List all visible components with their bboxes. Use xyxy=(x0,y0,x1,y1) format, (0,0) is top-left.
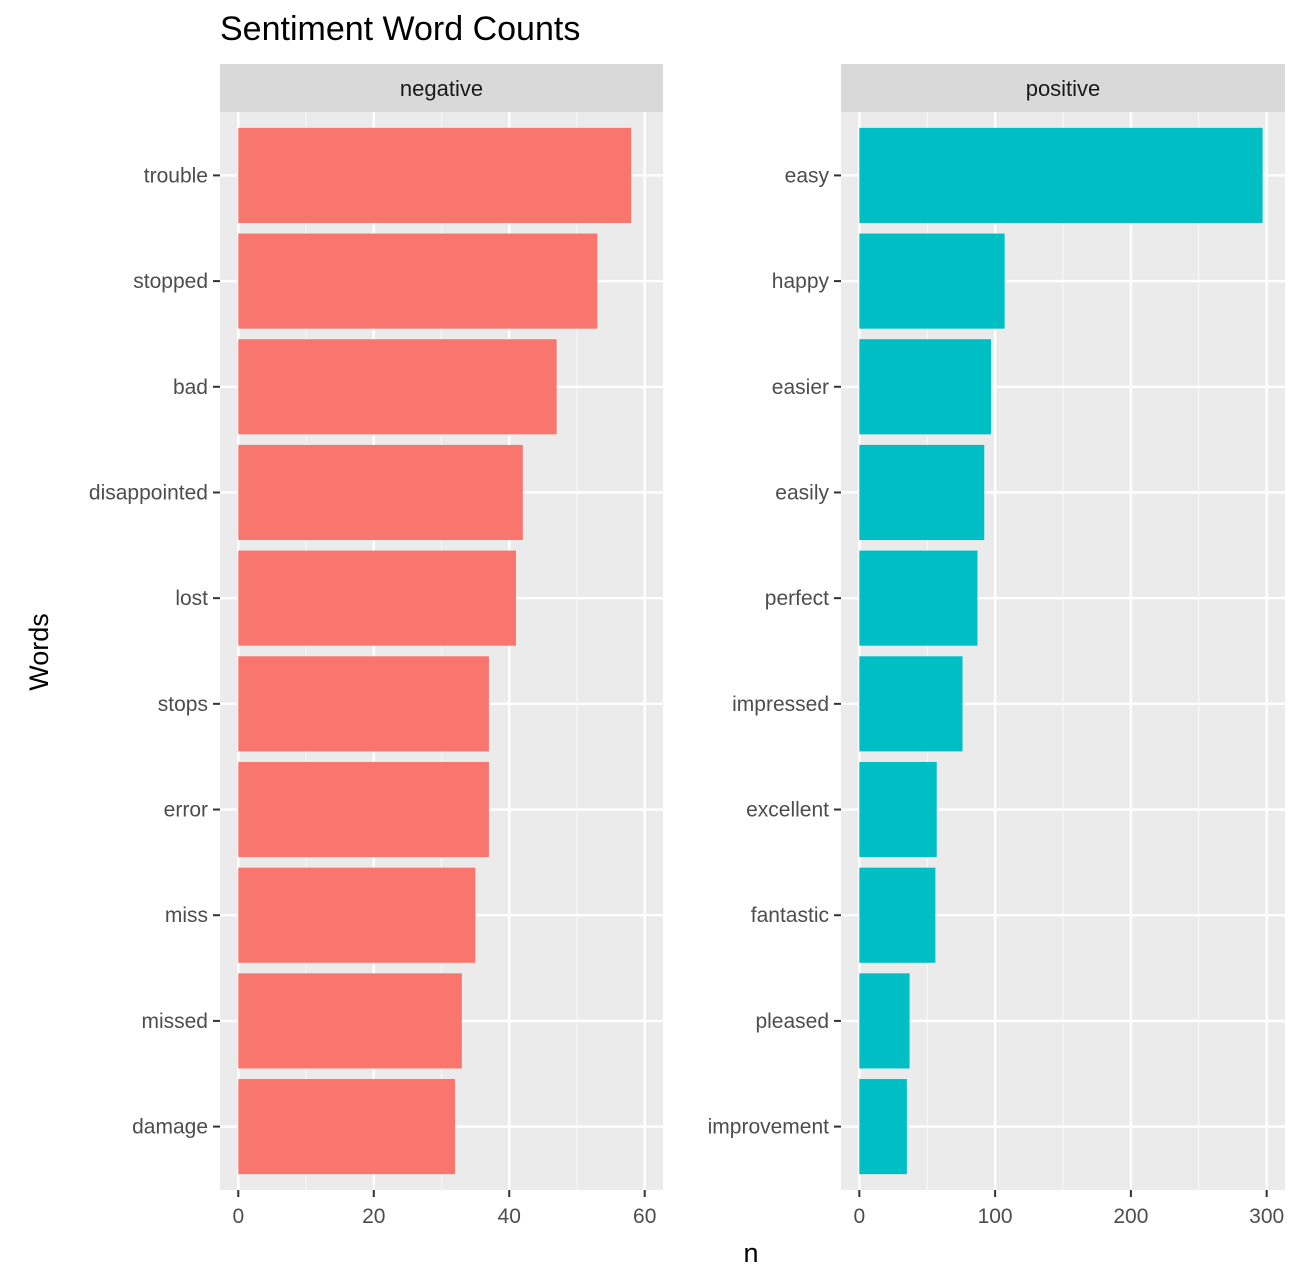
y-tick-label: fantastic xyxy=(751,904,829,927)
facet-label-positive: positive xyxy=(1026,76,1101,101)
x-tick-label: 60 xyxy=(633,1205,656,1228)
x-tick-label: 300 xyxy=(1249,1205,1284,1228)
y-tick-label: damage xyxy=(132,1116,208,1139)
x-tick-label: 40 xyxy=(498,1205,521,1228)
y-tick-label: easily xyxy=(775,481,829,504)
y-tick-label: disappointed xyxy=(89,481,208,504)
bar-bad xyxy=(238,339,557,435)
bar-fantastic xyxy=(859,867,936,963)
y-tick-label: easier xyxy=(772,376,829,399)
y-axis-title: Words xyxy=(24,613,54,691)
y-tick-label: miss xyxy=(165,904,208,927)
facet-label-negative: negative xyxy=(400,76,483,101)
x-tick-label: 200 xyxy=(1113,1205,1148,1228)
x-axis-title: n xyxy=(743,1238,758,1267)
panel-negative: negative trouble stopped bad disappointed los… xyxy=(89,64,663,1228)
facet-strip-positive xyxy=(841,64,1285,112)
y-tick-label: stopped xyxy=(133,270,208,293)
bar-damage xyxy=(238,1079,456,1175)
y-tick-label: missed xyxy=(141,1010,208,1033)
y-tick-label: bad xyxy=(173,376,208,399)
bar-easy xyxy=(859,127,1263,223)
y-tick-label: easy xyxy=(785,164,830,187)
bar-trouble xyxy=(238,127,632,223)
bar-impressed xyxy=(859,656,963,752)
bar-excellent xyxy=(859,761,937,858)
bar-easily xyxy=(859,444,985,541)
bar-perfect xyxy=(859,550,978,646)
y-tick-label: happy xyxy=(772,270,830,293)
y-tick-label: improvement xyxy=(708,1116,830,1139)
bar-miss xyxy=(238,867,476,963)
bar-stops xyxy=(238,656,489,752)
y-tick-label: pleased xyxy=(755,1010,829,1033)
y-tick-label: trouble xyxy=(144,164,208,187)
bar-stopped xyxy=(238,233,598,329)
facet-strip-negative xyxy=(220,64,663,112)
bar-easier xyxy=(859,339,992,435)
bar-happy xyxy=(859,233,1005,329)
bar-lost xyxy=(238,550,517,646)
panel-positive: positive easy happy easier easily perfect impr… xyxy=(708,64,1285,1228)
bar-pleased xyxy=(859,973,910,1069)
facet-panels: negative trouble stopped bad disappointed los… xyxy=(89,64,1285,1228)
x-tick-label: 0 xyxy=(232,1205,244,1228)
y-tick-label: impressed xyxy=(732,693,829,716)
bar-missed xyxy=(238,973,462,1069)
x-tick-label: 20 xyxy=(362,1205,385,1228)
bar-error xyxy=(238,761,489,858)
x-tick-label: 0 xyxy=(853,1205,865,1228)
bar-disappointed xyxy=(238,444,523,541)
bar-improvement xyxy=(859,1079,907,1175)
y-tick-label: perfect xyxy=(765,587,829,610)
x-tick-label: 100 xyxy=(978,1205,1013,1228)
y-tick-label: error xyxy=(164,799,208,822)
y-tick-label: stops xyxy=(158,693,208,716)
y-tick-label: lost xyxy=(175,587,208,610)
y-tick-label: excellent xyxy=(746,799,829,822)
chart-title: Sentiment Word Counts xyxy=(220,10,580,48)
